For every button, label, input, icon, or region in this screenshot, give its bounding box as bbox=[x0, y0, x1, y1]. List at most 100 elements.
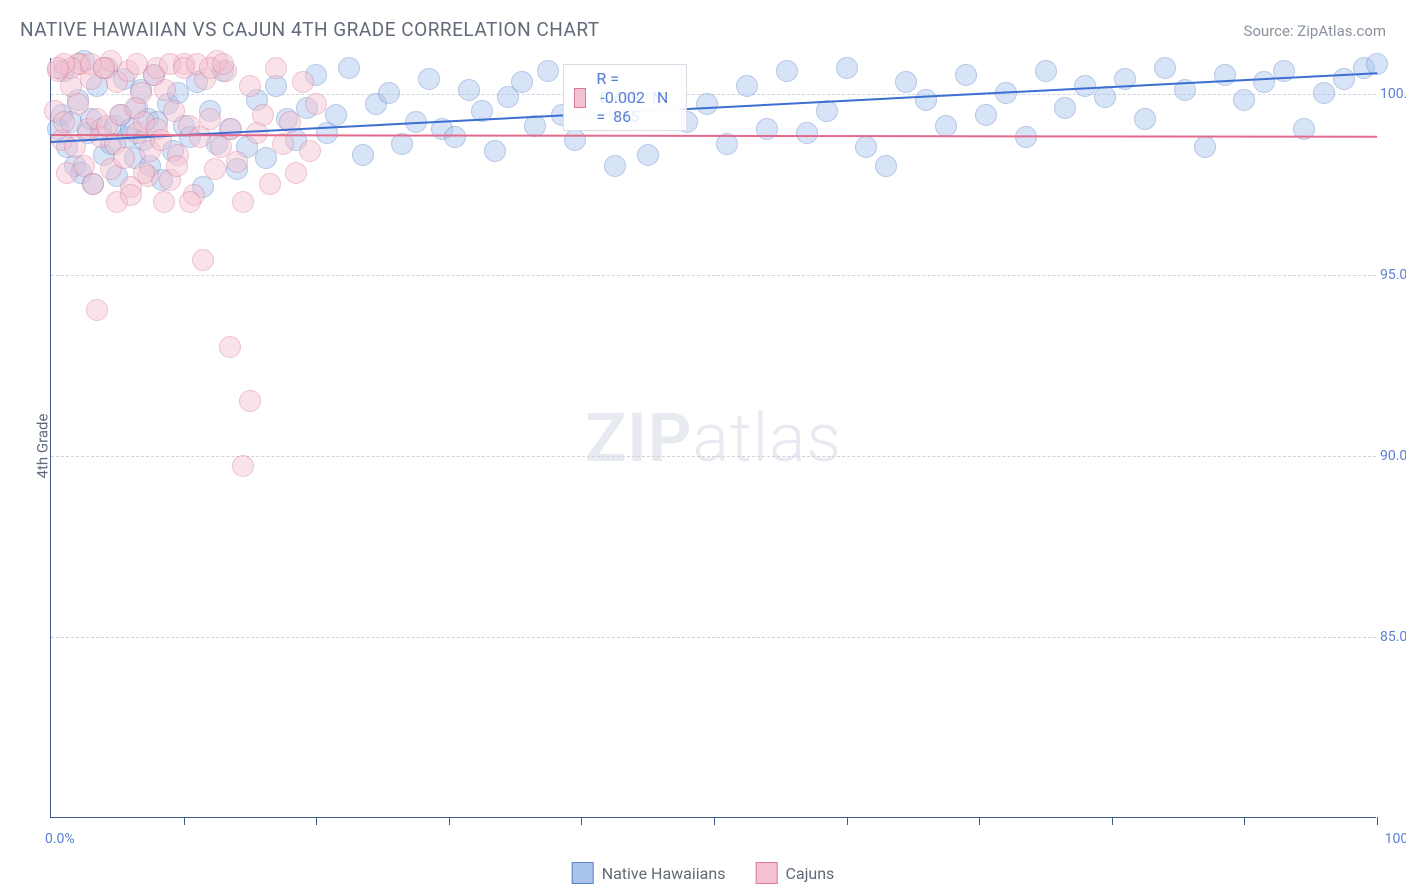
data-point bbox=[232, 191, 254, 213]
data-point bbox=[226, 151, 248, 173]
chart-legend: Native Hawaiians Cajuns bbox=[572, 862, 835, 884]
data-point bbox=[1154, 57, 1176, 79]
data-point bbox=[285, 162, 307, 184]
data-point bbox=[696, 93, 718, 115]
data-point bbox=[1054, 97, 1076, 119]
legend-swatch bbox=[572, 862, 594, 884]
data-point bbox=[252, 104, 274, 126]
source-attribution: Source: ZipAtlas.com bbox=[1243, 22, 1386, 40]
data-point bbox=[166, 155, 188, 177]
y-tick-label: 100.0% bbox=[1380, 86, 1406, 102]
data-point bbox=[776, 60, 798, 82]
data-point bbox=[86, 299, 108, 321]
data-point bbox=[259, 173, 281, 195]
data-point bbox=[796, 122, 818, 144]
data-point bbox=[537, 60, 559, 82]
data-point bbox=[305, 93, 327, 115]
data-point bbox=[895, 71, 917, 93]
data-point bbox=[47, 57, 69, 79]
data-point bbox=[511, 71, 533, 93]
legend-label: Native Hawaiians bbox=[602, 864, 726, 883]
data-point bbox=[133, 162, 155, 184]
x-tick bbox=[1112, 817, 1113, 825]
data-point bbox=[955, 64, 977, 86]
y-tick-label: 95.0% bbox=[1380, 267, 1406, 283]
chart-title: NATIVE HAWAIIAN VS CAJUN 4TH GRADE CORRE… bbox=[20, 18, 600, 41]
data-point bbox=[192, 249, 214, 271]
data-point bbox=[564, 129, 586, 151]
x-tick bbox=[184, 817, 185, 825]
watermark-logo: ZIPatlas bbox=[585, 398, 842, 478]
stats-text: R = -0.002 N = 86 bbox=[596, 69, 675, 126]
legend-item: Native Hawaiians bbox=[572, 862, 726, 884]
x-tick bbox=[581, 817, 582, 825]
data-point bbox=[67, 93, 89, 115]
data-point bbox=[153, 191, 175, 213]
data-point bbox=[199, 108, 221, 130]
data-point bbox=[1333, 68, 1355, 90]
stats-swatch bbox=[574, 88, 586, 108]
scatter-plot-area: ZIPatlas 85.0%90.0%95.0%100.0%0.0%100.0%… bbox=[50, 58, 1376, 818]
stats-row: R = -0.002 N = 86 bbox=[563, 64, 687, 131]
data-point bbox=[444, 126, 466, 148]
x-min-label: 0.0% bbox=[45, 831, 75, 847]
data-point bbox=[1134, 108, 1156, 130]
data-point bbox=[1094, 86, 1116, 108]
data-point bbox=[338, 57, 360, 79]
data-point bbox=[458, 79, 480, 101]
data-point bbox=[239, 75, 261, 97]
data-point bbox=[352, 144, 374, 166]
data-point bbox=[1035, 60, 1057, 82]
x-tick bbox=[714, 817, 715, 825]
data-point bbox=[1233, 89, 1255, 111]
legend-item: Cajuns bbox=[755, 862, 834, 884]
watermark-bold: ZIP bbox=[585, 398, 692, 478]
data-point bbox=[378, 82, 400, 104]
data-point bbox=[53, 111, 75, 133]
data-point bbox=[292, 71, 314, 93]
data-point bbox=[637, 144, 659, 166]
y-tick-label: 85.0% bbox=[1380, 629, 1406, 645]
x-tick bbox=[316, 817, 317, 825]
y-gridline bbox=[51, 637, 1376, 638]
x-tick bbox=[979, 817, 980, 825]
data-point bbox=[736, 75, 758, 97]
data-point bbox=[816, 100, 838, 122]
legend-swatch bbox=[755, 862, 777, 884]
data-point bbox=[113, 147, 135, 169]
data-point bbox=[220, 118, 242, 140]
data-point bbox=[179, 191, 201, 213]
x-tick bbox=[847, 817, 848, 825]
data-point bbox=[855, 136, 877, 158]
data-point bbox=[915, 89, 937, 111]
data-point bbox=[1313, 82, 1335, 104]
data-point bbox=[299, 140, 321, 162]
data-point bbox=[975, 104, 997, 126]
data-point bbox=[93, 57, 115, 79]
data-point bbox=[875, 155, 897, 177]
data-point bbox=[265, 57, 287, 79]
watermark-light: atlas bbox=[692, 398, 842, 478]
x-max-label: 100.0% bbox=[1385, 831, 1406, 847]
data-point bbox=[219, 336, 241, 358]
data-point bbox=[935, 115, 957, 137]
data-point bbox=[239, 390, 261, 412]
data-point bbox=[836, 57, 858, 79]
data-point bbox=[154, 79, 176, 101]
y-gridline bbox=[51, 275, 1376, 276]
data-point bbox=[212, 53, 234, 75]
y-tick-label: 90.0% bbox=[1380, 448, 1406, 464]
data-point bbox=[604, 155, 626, 177]
data-point bbox=[756, 118, 778, 140]
data-point bbox=[325, 104, 347, 126]
data-point bbox=[204, 158, 226, 180]
data-point bbox=[418, 68, 440, 90]
data-point bbox=[130, 82, 152, 104]
data-point bbox=[1194, 136, 1216, 158]
y-axis-label: 4th Grade bbox=[33, 414, 51, 479]
x-tick bbox=[1244, 817, 1245, 825]
legend-label: Cajuns bbox=[785, 864, 834, 883]
x-tick bbox=[1377, 817, 1378, 825]
x-tick bbox=[449, 817, 450, 825]
data-point bbox=[232, 455, 254, 477]
